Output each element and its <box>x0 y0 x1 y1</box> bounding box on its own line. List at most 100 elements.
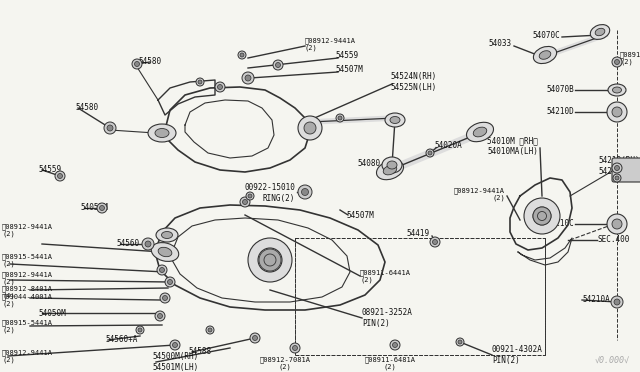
Circle shape <box>273 60 283 70</box>
Text: 54033: 54033 <box>489 39 512 48</box>
Text: 54580: 54580 <box>138 58 161 67</box>
Circle shape <box>240 197 250 207</box>
FancyBboxPatch shape <box>612 158 640 182</box>
Text: ⓝ08912-9441A
(2): ⓝ08912-9441A (2) <box>2 271 53 285</box>
Circle shape <box>107 125 113 131</box>
Circle shape <box>290 343 300 353</box>
Circle shape <box>243 199 248 205</box>
Circle shape <box>138 328 142 332</box>
Text: √0.000√: √0.000√ <box>595 356 630 365</box>
Circle shape <box>392 343 397 347</box>
Ellipse shape <box>590 25 610 39</box>
Text: 54580: 54580 <box>75 103 98 112</box>
Circle shape <box>301 189 308 196</box>
Circle shape <box>208 328 212 332</box>
Ellipse shape <box>155 128 169 138</box>
Ellipse shape <box>467 122 493 142</box>
Ellipse shape <box>148 124 176 142</box>
Ellipse shape <box>595 28 605 36</box>
Circle shape <box>104 122 116 134</box>
Circle shape <box>338 116 342 120</box>
Circle shape <box>433 240 438 244</box>
Ellipse shape <box>612 219 622 229</box>
Circle shape <box>165 277 175 287</box>
Text: 54050M: 54050M <box>38 308 66 317</box>
Text: 54070C: 54070C <box>532 32 560 41</box>
Circle shape <box>614 60 620 64</box>
Circle shape <box>245 75 251 81</box>
Text: ⓝ08912-7081A
(2): ⓝ08912-7081A (2) <box>259 356 310 370</box>
Circle shape <box>132 59 142 69</box>
Circle shape <box>215 82 225 92</box>
Text: 54524N(RH)
54525N(LH): 54524N(RH) 54525N(LH) <box>390 72 436 92</box>
Circle shape <box>155 311 165 321</box>
Text: ⓝ08912-9441A
(2): ⓝ08912-9441A (2) <box>2 223 53 237</box>
Circle shape <box>240 53 244 57</box>
Circle shape <box>298 185 312 199</box>
Text: 54419: 54419 <box>407 230 430 238</box>
Circle shape <box>196 78 204 86</box>
Circle shape <box>613 174 621 182</box>
Ellipse shape <box>612 87 621 93</box>
Circle shape <box>159 267 164 273</box>
Text: 54020A: 54020A <box>434 141 461 151</box>
Circle shape <box>163 295 168 301</box>
Circle shape <box>614 299 620 305</box>
Ellipse shape <box>473 127 487 137</box>
Circle shape <box>246 192 254 200</box>
Circle shape <box>275 62 280 67</box>
Circle shape <box>292 346 298 350</box>
Ellipse shape <box>387 161 397 169</box>
Ellipse shape <box>383 165 397 175</box>
Text: 54500M(RH)
54501M(LH): 54500M(RH) 54501M(LH) <box>152 352 198 372</box>
Circle shape <box>456 338 464 346</box>
Circle shape <box>173 343 177 347</box>
Text: 00921-4302A
PIN(2): 00921-4302A PIN(2) <box>492 345 543 365</box>
Circle shape <box>136 326 144 334</box>
Circle shape <box>157 265 167 275</box>
Text: 54507M: 54507M <box>335 65 363 74</box>
Ellipse shape <box>608 84 626 96</box>
Ellipse shape <box>533 207 551 225</box>
Ellipse shape <box>156 228 178 242</box>
Circle shape <box>198 80 202 84</box>
Ellipse shape <box>259 249 281 271</box>
Text: ⓝ08915-5441A
(2): ⓝ08915-5441A (2) <box>2 319 53 333</box>
Circle shape <box>428 151 432 155</box>
Ellipse shape <box>304 122 316 134</box>
Circle shape <box>612 57 622 67</box>
Text: ⓝ08912-9441A
(2): ⓝ08912-9441A (2) <box>305 37 356 51</box>
Text: ⓝ08911-6481A
(2): ⓝ08911-6481A (2) <box>365 356 415 370</box>
Circle shape <box>218 84 223 90</box>
Circle shape <box>612 163 622 173</box>
Circle shape <box>248 194 252 198</box>
Text: ⓝ08912-8401A
(4): ⓝ08912-8401A (4) <box>2 285 53 299</box>
Ellipse shape <box>539 51 551 59</box>
Circle shape <box>170 340 180 350</box>
Ellipse shape <box>390 116 400 124</box>
Text: 08921-3252A
PIN(2): 08921-3252A PIN(2) <box>362 308 413 328</box>
Text: 54560+A: 54560+A <box>105 336 138 344</box>
Circle shape <box>615 176 619 180</box>
Ellipse shape <box>382 157 402 173</box>
Text: 54053M: 54053M <box>80 203 108 212</box>
Ellipse shape <box>533 46 557 64</box>
Text: ⓝ08912-9441A
(2): ⓝ08912-9441A (2) <box>2 349 53 363</box>
Ellipse shape <box>376 160 403 180</box>
Text: ⓝ08911-6441A
(2): ⓝ08911-6441A (2) <box>360 269 411 283</box>
Ellipse shape <box>151 243 179 262</box>
Circle shape <box>134 61 140 67</box>
Ellipse shape <box>161 231 173 238</box>
Text: ⓜ08915-5441A
(2): ⓜ08915-5441A (2) <box>2 253 53 267</box>
Ellipse shape <box>158 247 172 257</box>
Bar <box>295 238 545 355</box>
Circle shape <box>157 314 163 318</box>
Circle shape <box>145 241 151 247</box>
Text: 54559: 54559 <box>335 51 358 61</box>
Circle shape <box>238 51 246 59</box>
Circle shape <box>55 171 65 181</box>
Circle shape <box>160 293 170 303</box>
Text: 54070B: 54070B <box>547 86 574 94</box>
Circle shape <box>614 166 620 170</box>
Circle shape <box>336 114 344 122</box>
